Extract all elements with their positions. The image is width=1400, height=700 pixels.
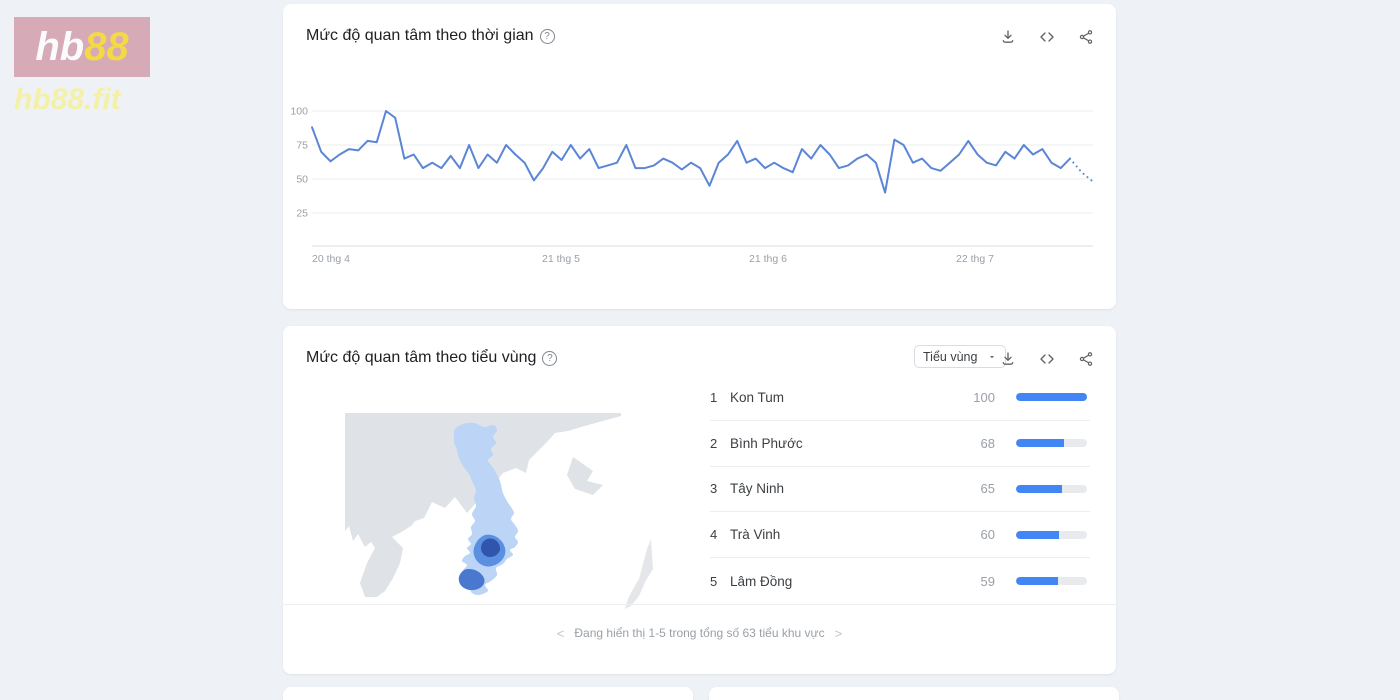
svg-text:100: 100 (290, 106, 308, 118)
svg-text:21 thg 6: 21 thg 6 (749, 253, 787, 265)
svg-text:75: 75 (296, 140, 308, 152)
svg-text:25: 25 (296, 208, 308, 220)
svg-text:22 thg 7: 22 thg 7 (956, 253, 994, 265)
svg-text:21 thg 5: 21 thg 5 (542, 253, 580, 265)
svg-text:20 thg 4: 20 thg 4 (312, 253, 350, 265)
svg-text:50: 50 (296, 174, 308, 186)
